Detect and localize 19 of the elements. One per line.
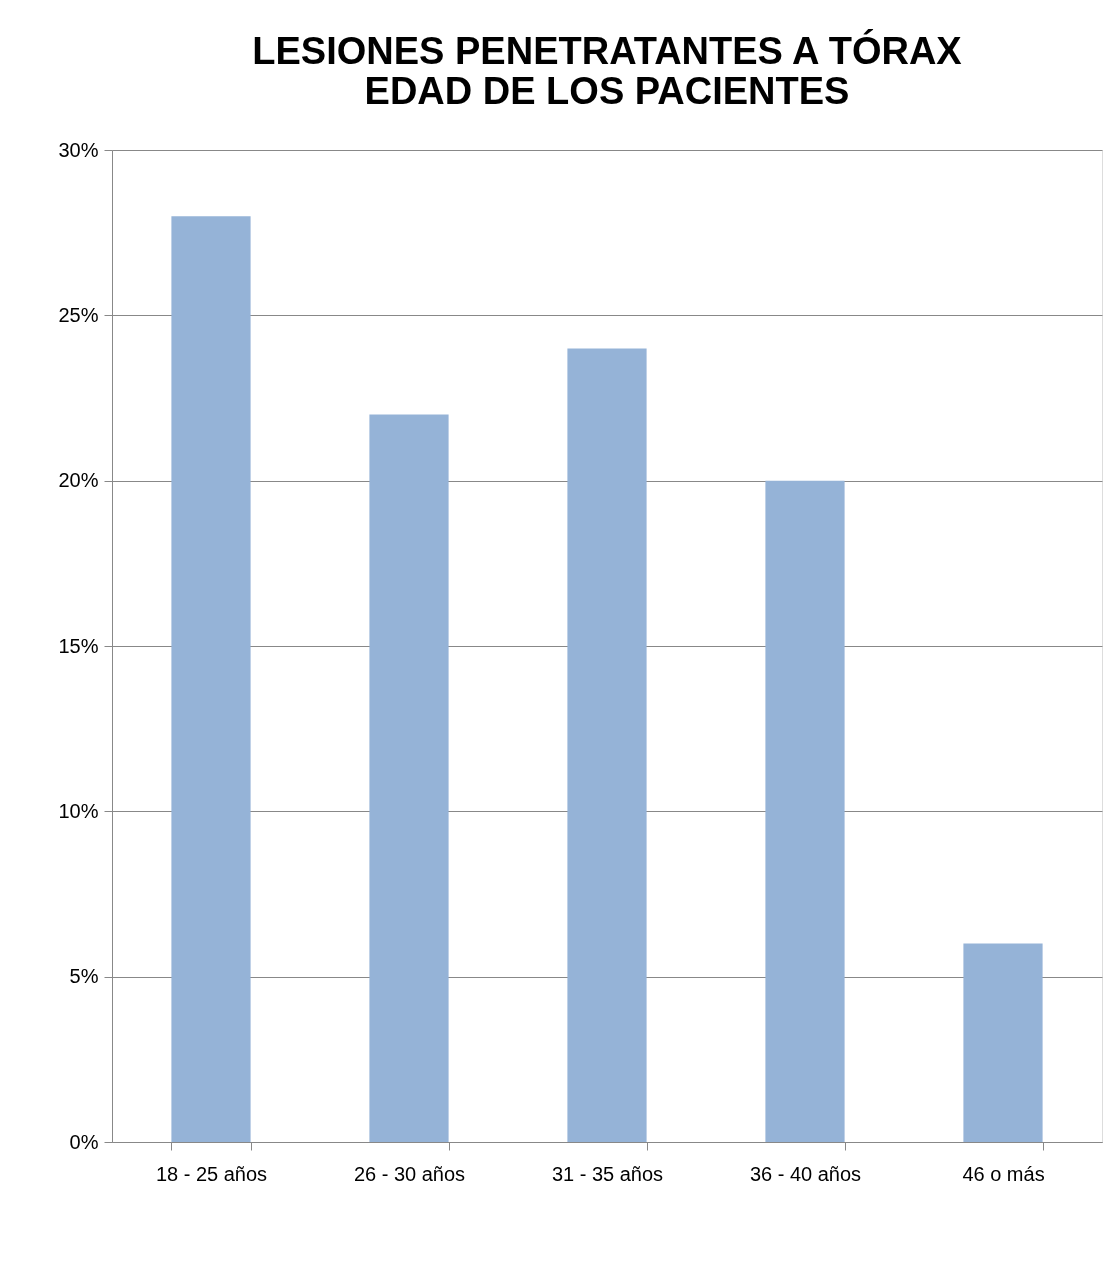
x-tick-label: 31 - 35 años xyxy=(551,1162,664,1185)
bar xyxy=(963,943,1043,1142)
bar xyxy=(765,480,845,1142)
bar xyxy=(171,216,251,1142)
y-tick-label: 25% xyxy=(58,303,99,326)
x-tick-label: 36 - 40 años xyxy=(749,1162,862,1185)
y-tick-label: 10% xyxy=(58,799,99,822)
x-tick-label: 46 o más xyxy=(962,1162,1045,1185)
x-tick-label: 26 - 30 años xyxy=(353,1162,466,1185)
bar xyxy=(369,414,449,1142)
y-tick-label: 15% xyxy=(58,634,99,657)
text: LESIONES PENETRATANTES A TÓRAX xyxy=(252,30,962,72)
y-tick-label: 5% xyxy=(69,965,99,988)
y-tick-label: 20% xyxy=(58,469,99,492)
text: EDAD DE LOS PACIENTES xyxy=(364,70,850,112)
bar xyxy=(567,348,647,1142)
y-tick-label: 30% xyxy=(58,138,99,161)
x-tick-label: 18 - 25 años xyxy=(155,1162,268,1185)
y-tick-label: 0% xyxy=(69,1130,99,1153)
